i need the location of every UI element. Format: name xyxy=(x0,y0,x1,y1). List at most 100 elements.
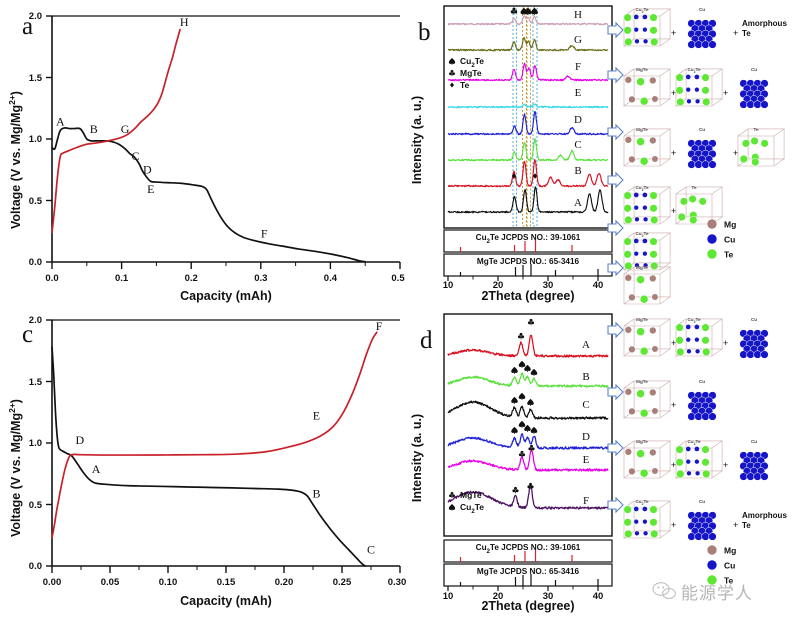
panel-c-id: c xyxy=(22,321,33,348)
panel-c-xticks: 0.00 0.05 0.10 0.15 0.20 0.25 0.30 xyxy=(43,566,407,588)
watermark: 能源学人 xyxy=(652,576,792,606)
panel-a-xtick-4: 0.4 xyxy=(324,273,338,284)
arrow-column xyxy=(604,0,630,618)
svg-text:+: + xyxy=(723,88,728,98)
panel-b-curve-labels: H G F E D C B A xyxy=(574,9,582,209)
panel-c-ytick-1: 0.5 xyxy=(29,500,43,511)
svg-text:Cu2Te: Cu2Te xyxy=(635,231,648,238)
panel-a-curves xyxy=(51,28,367,263)
panel-d-legend: MgTe Cu2Te xyxy=(448,490,484,515)
panel-d-id: d xyxy=(420,327,433,354)
svg-text:40: 40 xyxy=(593,591,604,602)
panel-a-ytick-4: 2.0 xyxy=(29,11,42,22)
panel-a-xtick-0: 0.0 xyxy=(45,273,58,284)
panel-a-xlabel: Capacity (mAh) xyxy=(180,289,272,303)
panel-a-xtick-2: 0.2 xyxy=(185,273,198,284)
panel-b-ref-cu2te-lines xyxy=(459,240,573,252)
panel-d-xlabel: 2Theta (degree) xyxy=(481,599,574,613)
svg-text:Cu: Cu xyxy=(751,439,757,444)
panel-b-ref-cu2te-label: Cu2Te JCPDS NO.: 39-1061 xyxy=(476,233,581,245)
svg-text:Cu2Te: Cu2Te xyxy=(687,67,700,74)
panel-c-xtick-4: 0.20 xyxy=(275,577,294,588)
svg-text:MgTe: MgTe xyxy=(636,317,648,322)
svg-text:C: C xyxy=(582,399,589,411)
panel-d-xticks: 10 20 30 40 xyxy=(443,586,604,602)
svg-text:Cu2Te: Cu2Te xyxy=(635,185,648,192)
panel-c-xtick-2: 0.10 xyxy=(159,577,178,588)
panel-a-yticks: 0.0 0.5 1.0 1.5 2.0 xyxy=(29,11,52,268)
svg-text:E: E xyxy=(313,409,320,423)
svg-text:MgTe: MgTe xyxy=(636,67,648,72)
panel-c-xtick-1: 0.05 xyxy=(101,577,120,588)
panel-b-ref-cu2te-box xyxy=(443,229,613,253)
svg-text:Cu2Te: Cu2Te xyxy=(635,499,648,506)
svg-text:G: G xyxy=(574,34,582,46)
schematic-d-svg: MgTe+Cu2Te+CuMgTe+CuMgTe+Cu2Te+CuCu2Te+C… xyxy=(623,317,787,586)
svg-text:Cu2Te: Cu2Te xyxy=(687,439,700,446)
svg-text:F: F xyxy=(376,319,383,333)
svg-text:G: G xyxy=(121,122,130,136)
svg-text:+: + xyxy=(723,338,728,348)
svg-text:MgTe: MgTe xyxy=(460,490,482,500)
panel-c-ytick-4: 2.0 xyxy=(29,315,42,326)
svg-text:Cu2Te: Cu2Te xyxy=(460,56,484,69)
panel-d-plot-frame xyxy=(443,313,613,537)
panel-d-phase-markers xyxy=(511,318,538,494)
svg-text:E: E xyxy=(583,454,590,466)
panel-b-plot-frame xyxy=(443,5,613,229)
panel-b-id: b xyxy=(418,19,431,46)
svg-text:Cu: Cu xyxy=(699,7,705,12)
svg-text:Te: Te xyxy=(742,521,751,530)
panel-c-axes xyxy=(51,319,400,567)
schematic-d: MgTe + Cu2Te + Cu MgTe + Cu MgTe + Cu2Te + Cu Cu2Te + C… xyxy=(620,308,800,618)
panel-d-ref-cu2te-box xyxy=(443,539,613,563)
panel-c-xtick-0: 0.00 xyxy=(43,577,62,588)
svg-text:+: + xyxy=(671,520,676,530)
svg-text:Amorphous: Amorphous xyxy=(742,19,787,28)
svg-text:+: + xyxy=(671,148,676,158)
panel-b-curves xyxy=(447,15,609,214)
panel-c-xtick-6: 0.30 xyxy=(388,577,407,588)
panel-a-svg: a Voltage (V vs. Mg/Mg2+) 0.0 0.5 1.0 1.… xyxy=(7,11,405,303)
panel-a-xtick-5: 0.5 xyxy=(391,273,405,284)
panel-a-ytick-2: 1.0 xyxy=(29,134,42,145)
svg-text:+: + xyxy=(671,206,676,216)
svg-text:Amorphous: Amorphous xyxy=(742,511,787,520)
schematic-b-svg: Cu2Te+Cu+AmorphousTeMgTe+Cu2Te+CuMgTe+Cu… xyxy=(623,7,787,305)
svg-text:Te: Te xyxy=(742,29,751,38)
panel-c-xlabel: Capacity (mAh) xyxy=(180,594,272,608)
svg-text:C: C xyxy=(367,543,375,557)
panel-a-id: a xyxy=(22,13,33,40)
panel-a-xtick-1: 0.1 xyxy=(115,273,129,284)
panel-b-ref-mgte-lines xyxy=(459,264,599,276)
svg-text:MgTe: MgTe xyxy=(636,379,648,384)
svg-text:Mg: Mg xyxy=(724,546,736,556)
svg-text:Cu: Cu xyxy=(751,67,757,72)
panel-c-xtick-5: 0.25 xyxy=(333,577,352,588)
panel-d-ref-mgte-label: MgTe JCPDS NO.: 65-3416 xyxy=(477,567,580,576)
svg-text:A: A xyxy=(574,197,582,209)
svg-text:Cu2Te: Cu2Te xyxy=(635,7,648,14)
svg-text:Te: Te xyxy=(724,576,734,586)
panel-d-ref-mgte-box xyxy=(443,563,613,587)
svg-text:+: + xyxy=(671,88,676,98)
svg-text:D: D xyxy=(582,431,590,443)
svg-text:Cu: Cu xyxy=(699,379,705,384)
panel-c-ytick-2: 1.0 xyxy=(29,438,42,449)
svg-text:B: B xyxy=(90,122,98,136)
panel-d-curves xyxy=(447,334,609,510)
svg-text:MgTe: MgTe xyxy=(636,439,648,444)
svg-text:Te: Te xyxy=(753,127,758,132)
panel-a-xticks: 0.0 0.1 0.2 0.3 0.4 0.5 xyxy=(45,262,405,284)
panel-d-ref-cu2te-lines xyxy=(459,550,573,562)
panel-b-ylabel: Intensity (a. u.) xyxy=(410,96,424,184)
svg-text:H: H xyxy=(574,9,582,21)
svg-text:MgTe: MgTe xyxy=(636,127,648,132)
panel-b: b Intensity (a. u.) H G F E D C B A Cu2Te MgTe Te… xyxy=(408,0,620,308)
svg-text:D: D xyxy=(574,114,582,126)
svg-text:+: + xyxy=(733,520,738,530)
panel-b-xlabel: 2Theta (degree) xyxy=(481,289,574,303)
svg-text:E: E xyxy=(147,182,154,196)
svg-text:A: A xyxy=(56,114,65,128)
